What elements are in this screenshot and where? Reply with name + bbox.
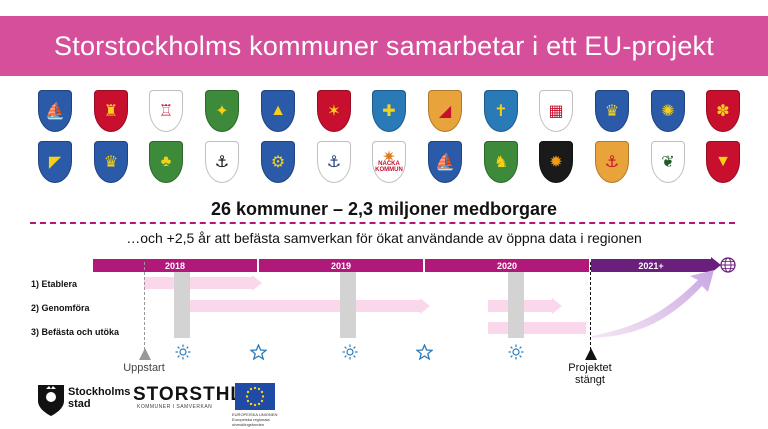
milestone-column bbox=[508, 272, 524, 338]
phase-2-arrowhead-icon bbox=[420, 298, 430, 314]
eagle-crest-icon: ✦ bbox=[205, 90, 239, 132]
year-bar-2018: 2018 bbox=[93, 259, 257, 272]
phase-2-segment bbox=[190, 300, 340, 312]
stockholm-crest-logo-icon bbox=[38, 385, 64, 416]
phase-2-segment bbox=[524, 300, 552, 312]
phase-3-segment bbox=[524, 322, 586, 334]
phase-label-befasta: 3) Befästa och utöka bbox=[31, 327, 120, 337]
headline: 26 kommuner – 2,3 miljoner medborgare bbox=[210, 199, 558, 219]
start-marker-icon bbox=[139, 348, 151, 360]
star-icon bbox=[250, 344, 267, 360]
bend-crest-icon: ◢ bbox=[428, 90, 462, 132]
mountain-crest-icon: ▲ bbox=[261, 90, 295, 132]
year-bar-2020: 2020 bbox=[425, 259, 589, 272]
brand-logo-subtitle: KOMMUNER I SAMVERKAN bbox=[137, 404, 213, 410]
year-bar-2021-plus: 2021+ bbox=[591, 259, 711, 272]
phase-label-etablera: 1) Etablera bbox=[31, 279, 78, 289]
start-marker-line bbox=[144, 262, 145, 350]
crest-row-2: ◤ ♛ ♣ ⚓ ⚙ ⚓ ✷ NACKA KOMMUN ⛵ ♞ ✹ ⚓ ❦ ▼ bbox=[30, 141, 750, 187]
wheel-crest-icon: ⚙ bbox=[261, 141, 295, 183]
castle-crest-icon: ♖ bbox=[149, 90, 183, 132]
deer-crest-icon: ♞ bbox=[484, 141, 518, 183]
bird-crest-icon: ✶ bbox=[317, 90, 351, 132]
phase-1-arrowhead-icon bbox=[252, 275, 262, 291]
flames-crest-icon: ✹ bbox=[539, 141, 573, 183]
end-marker-icon bbox=[585, 348, 597, 360]
eu-logo-text: EUROPEISKA UNIONEN Europeiska regionala … bbox=[232, 412, 278, 427]
end-label: Projektet stängt bbox=[568, 362, 612, 386]
sun-icon bbox=[175, 344, 191, 360]
milestone-column bbox=[340, 272, 356, 338]
phase-1-segment bbox=[190, 277, 252, 289]
leaf-crest-icon: ❦ bbox=[651, 141, 685, 183]
year-bar-2019: 2019 bbox=[259, 259, 423, 272]
start-label: Uppstart bbox=[123, 362, 165, 374]
dashed-divider bbox=[30, 222, 735, 224]
nacka-crest-icon: ✷ NACKA KOMMUN bbox=[372, 141, 406, 183]
globe-icon bbox=[720, 257, 736, 273]
anchor-gate-crest-icon: ⚓ bbox=[205, 141, 239, 183]
timeline-arrowhead-icon bbox=[711, 257, 721, 273]
sun-crest-icon: ✺ bbox=[651, 90, 685, 132]
future-arrow-icon bbox=[592, 270, 714, 338]
longship-crest-icon: ⛵ bbox=[428, 141, 462, 183]
ship-crest-icon: ⛵ bbox=[38, 90, 72, 132]
figure-crest-icon: ✽ bbox=[706, 90, 740, 132]
brand-logo: STORSTHLM bbox=[133, 384, 260, 405]
tower-crest-icon: ♜ bbox=[94, 90, 128, 132]
city-logo-text: Stockholms stad bbox=[68, 386, 131, 410]
diagonal-crest-icon: ◤ bbox=[38, 141, 72, 183]
cross-crest-icon: ✚ bbox=[372, 90, 406, 132]
sun-icon bbox=[342, 344, 358, 360]
crowns-crest-icon: ♛ bbox=[94, 141, 128, 183]
saint-crest-icon: ✝ bbox=[484, 90, 518, 132]
phase-2-arrowhead-icon bbox=[552, 298, 562, 314]
trees-crest-icon: ♣ bbox=[149, 141, 183, 183]
phase-3-segment bbox=[488, 322, 508, 334]
eu-flag-icon bbox=[235, 383, 275, 410]
subline: …och +2,5 år att befästa samverkan för ö… bbox=[126, 230, 642, 246]
anchor-crest-icon: ⚓ bbox=[317, 141, 351, 183]
end-marker-line bbox=[590, 262, 591, 350]
milestone-column bbox=[174, 272, 190, 338]
crown-crest-icon: ♛ bbox=[595, 90, 629, 132]
phase-label-genomfora: 2) Genomföra bbox=[31, 303, 90, 313]
star-icon bbox=[416, 344, 433, 360]
bridge-crest-icon: ▦ bbox=[539, 90, 573, 132]
phase-2-segment bbox=[488, 300, 508, 312]
phase-1-segment bbox=[144, 277, 174, 289]
chevron-crest-icon: ▼ bbox=[706, 141, 740, 183]
sun-icon bbox=[508, 344, 524, 360]
phase-2-segment bbox=[356, 300, 420, 312]
crest-row-1: ⛵ ♜ ♖ ✦ ▲ ✶ ✚ ◢ ✝ ▦ ♛ ✺ ✽ bbox=[30, 90, 750, 136]
page-title: Storstockholms kommuner samarbetar i ett… bbox=[0, 16, 768, 76]
rooster-anchor-crest-icon: ⚓ bbox=[595, 141, 629, 183]
